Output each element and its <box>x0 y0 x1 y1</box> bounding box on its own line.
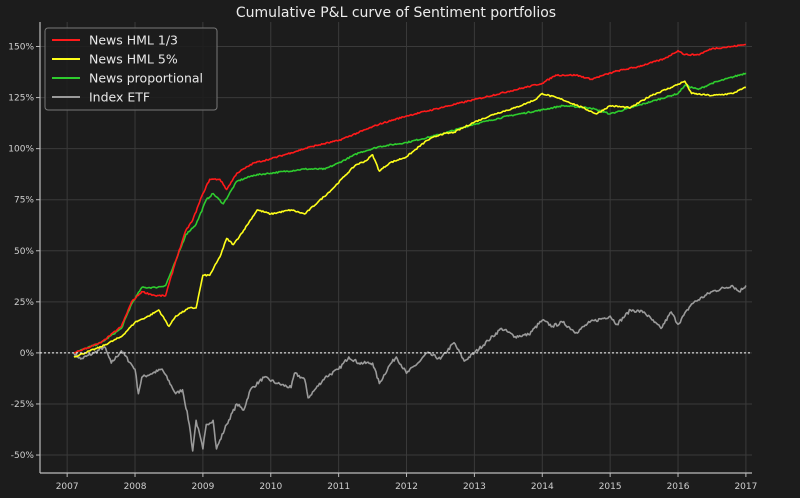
y-tick-label: 100% <box>8 145 34 155</box>
legend-box <box>44 27 218 111</box>
x-tick-label: 2007 <box>56 482 79 492</box>
x-tick-label: 2015 <box>599 482 622 492</box>
series-line-news-hml-5- <box>73 80 746 358</box>
y-tick-label: 75% <box>14 196 34 206</box>
series-line-news-hml-1-3 <box>73 43 746 354</box>
y-tick-label: 125% <box>8 94 34 104</box>
x-tick-label: 2017 <box>734 482 757 492</box>
y-tick-label: 25% <box>14 298 34 308</box>
axes: 2007 2008 2009 2010 2011 2012 2013 2014 2015 2016… <box>8 22 757 492</box>
y-tick-label: 150% <box>8 43 34 53</box>
x-tick-label: 2009 <box>191 482 214 492</box>
x-tick-label: 2010 <box>259 482 282 492</box>
y-tick-label: 50% <box>14 247 34 257</box>
legend-label: News HML 1/3 <box>89 33 178 48</box>
x-tick-label: 2011 <box>327 482 350 492</box>
x-tick-label: 2016 <box>667 482 690 492</box>
y-tick-label: -25% <box>11 400 35 410</box>
y-tick-label: 0% <box>20 349 35 359</box>
x-tick-label: 2012 <box>395 482 418 492</box>
series-lines <box>40 43 752 452</box>
x-tick-label: 2013 <box>463 482 486 492</box>
series-line-news-proportional <box>73 72 747 354</box>
y-tick-label: -50% <box>11 451 35 461</box>
legend: News HML 1/3 News HML 5% News proportional… <box>44 27 218 111</box>
legend-label: Index ETF <box>89 90 150 105</box>
x-tick-label: 2014 <box>531 482 554 492</box>
chart-title: Cumulative P&L curve of Sentiment portfo… <box>236 5 556 21</box>
series-line-index-etf <box>73 284 747 452</box>
legend-label: News proportional <box>89 71 203 86</box>
legend-label: News HML 5% <box>89 52 178 67</box>
x-tick-label: 2008 <box>124 482 147 492</box>
